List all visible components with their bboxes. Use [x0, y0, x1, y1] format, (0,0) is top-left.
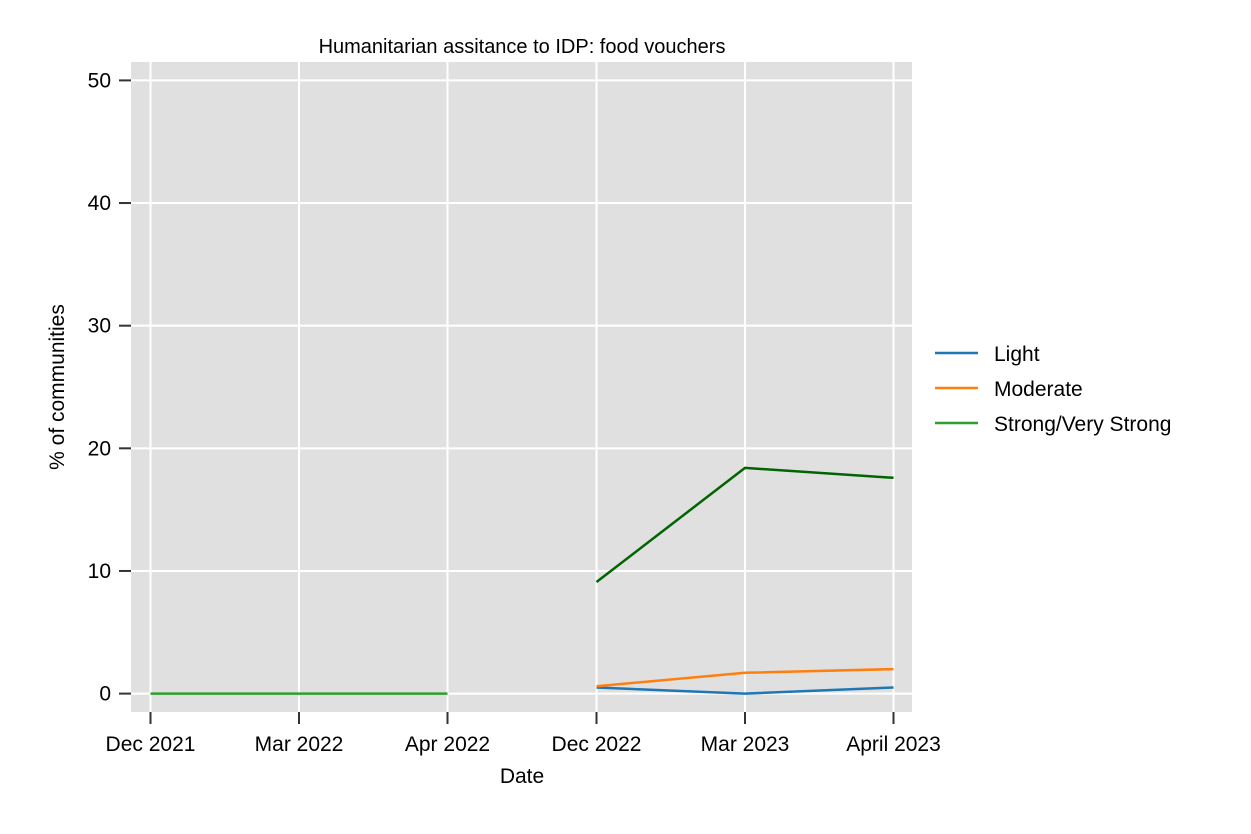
- y-tick-label: 30: [88, 315, 111, 338]
- x-tick-label: Mar 2022: [255, 733, 344, 756]
- legend-label: Moderate: [994, 378, 1083, 401]
- x-tick-label: Mar 2023: [701, 733, 790, 756]
- series-line: [596, 667, 894, 688]
- plot-background: [131, 62, 912, 712]
- series-line: [595, 466, 894, 583]
- series-line: [596, 686, 894, 695]
- legend-label: Strong/Very Strong: [994, 413, 1171, 436]
- x-tick-label: April 2023: [846, 733, 941, 756]
- y-tick-label: 20: [88, 437, 111, 460]
- legend-label: Light: [994, 343, 1040, 366]
- y-tick-label: 40: [88, 192, 111, 215]
- y-tick-label: 10: [88, 560, 111, 583]
- x-tick-label: Dec 2022: [552, 733, 642, 756]
- x-axis-title: Date: [500, 765, 544, 788]
- chart-title: Humanitarian assitance to IDP: food vouc…: [319, 36, 726, 58]
- x-tick-label: Dec 2021: [106, 733, 196, 756]
- y-tick-label: 50: [88, 69, 111, 92]
- y-axis-title: % of communities: [46, 304, 69, 470]
- x-tick-label: Apr 2022: [405, 733, 490, 756]
- y-tick-label: 0: [99, 683, 111, 706]
